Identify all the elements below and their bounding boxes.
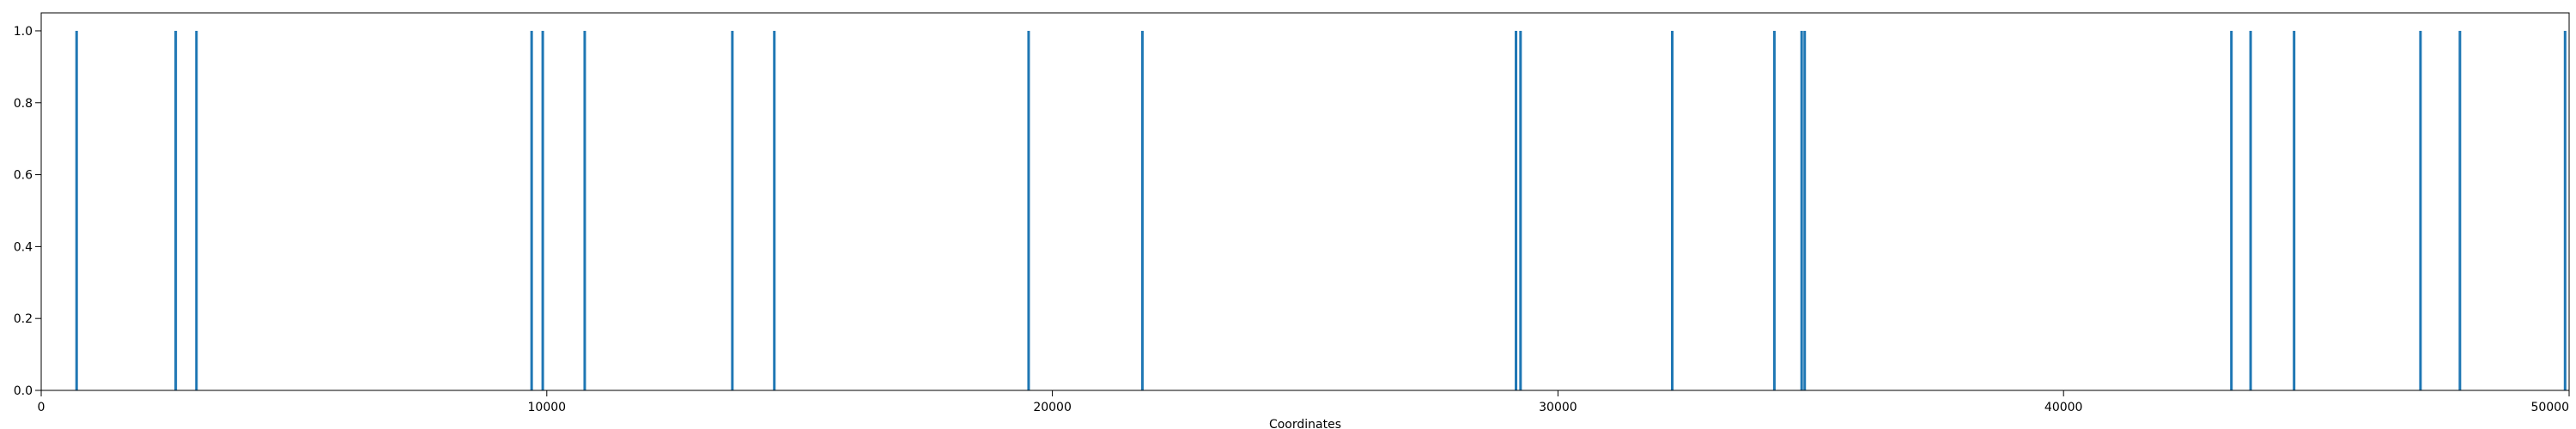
bar	[1670, 30, 1674, 390]
y-ticks: 0.0 0.2 0.4 0.6 0.8 1.0	[14, 25, 41, 398]
y-tick-label: 1.0	[14, 25, 33, 39]
y-tick-label: 0.8	[14, 97, 33, 111]
bar	[174, 30, 178, 390]
bar	[195, 30, 198, 390]
bar	[1800, 30, 1803, 390]
x-tick-label: 40000	[2044, 401, 2083, 414]
x-ticks: 0 10000 20000 30000 40000 50000	[38, 390, 2570, 414]
x-tick-label: 10000	[528, 401, 567, 414]
y-tick-label: 0.4	[14, 240, 33, 254]
bar	[2230, 30, 2233, 390]
x-tick-label: 20000	[1033, 401, 1072, 414]
bar	[2249, 30, 2252, 390]
y-tick-label: 0.6	[14, 169, 33, 183]
bar	[1140, 30, 1144, 390]
x-tick-label: 50000	[2530, 401, 2569, 414]
y-tick-label: 0.0	[14, 384, 33, 398]
bar	[1515, 30, 1518, 390]
bar	[2293, 30, 2296, 390]
bar	[1519, 30, 1522, 390]
bar	[1772, 30, 1776, 390]
x-tick-label: 0	[38, 401, 46, 414]
bar	[1803, 30, 1807, 390]
bar	[2419, 30, 2422, 390]
bar	[731, 30, 734, 390]
bar	[773, 30, 776, 390]
bar	[2458, 30, 2462, 390]
axes-frame	[40, 12, 2570, 391]
bars-group	[75, 30, 2567, 390]
bar	[530, 30, 533, 390]
bar	[583, 30, 586, 390]
bar	[541, 30, 544, 390]
bar	[1027, 30, 1030, 390]
bar	[2563, 30, 2567, 390]
bar	[75, 30, 78, 390]
x-axis-label: Coordinates	[1269, 418, 1341, 429]
x-tick-label: 30000	[1539, 401, 1577, 414]
y-tick-label: 0.2	[14, 312, 33, 326]
